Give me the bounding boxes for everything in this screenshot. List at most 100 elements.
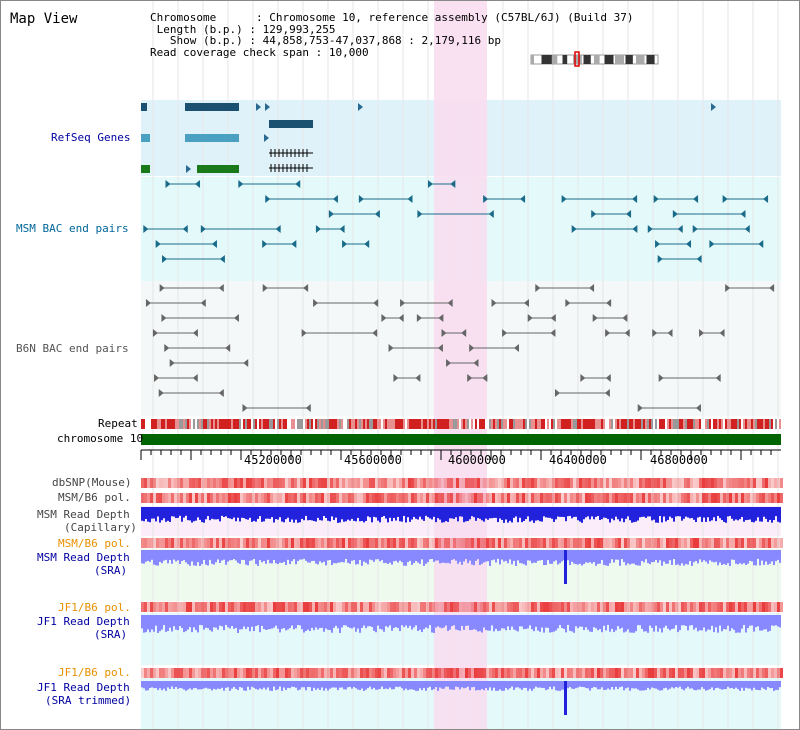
repeat-feature [269, 419, 271, 429]
ideogram-band [552, 55, 558, 64]
jf1-pol-cell [240, 668, 243, 678]
jf1-depth-bar [669, 615, 671, 631]
track-label-msm-bac[interactable]: MSM BAC end pairs [16, 222, 129, 235]
msm-sra-depth-bar [641, 550, 643, 562]
jf1-trim-depth-bar [603, 681, 605, 690]
jf1-trim-depth-bar [671, 681, 673, 688]
jf1-trim-depth-bar [151, 681, 153, 688]
jf1-depth-bar [563, 615, 565, 629]
jf1-trim-depth-bar [481, 681, 483, 689]
jf1-pol-cell [246, 602, 249, 612]
msm-pol-cell [741, 493, 744, 503]
msm-sra-depth-bar [367, 550, 369, 565]
dbsnp-cell [285, 478, 288, 488]
jf1-pol-cell [558, 668, 561, 678]
dbsnp-cell [309, 478, 312, 488]
jf1-pol-cell [630, 602, 633, 612]
jf1-trim-depth-bar [243, 681, 245, 691]
jf1-depth-bar [499, 615, 501, 631]
b6n-bac-pair-end [469, 344, 475, 352]
show-value: 44,858,753-47,037,868 : 2,179,116 bp [262, 34, 502, 47]
msm-bac-pair-end [200, 225, 206, 233]
jf1-pol-cell [264, 668, 267, 678]
msm-pol-cell [651, 538, 654, 548]
track-label-b6n-bac[interactable]: B6N BAC end pairs [16, 342, 129, 355]
repeat-feature [373, 419, 375, 429]
jf1-pol-cell [162, 602, 165, 612]
msm-pol-cell [738, 493, 741, 503]
jf1-pol-cell [597, 602, 600, 612]
jf1-pol-cell [459, 602, 462, 612]
dbsnp-cell [186, 478, 189, 488]
msm-pol-cell [498, 538, 501, 548]
jf1-trim-depth-bar [221, 681, 223, 688]
jf1-trim-depth-bar [439, 681, 441, 688]
jf1-pol-cell [753, 668, 756, 678]
dbsnp-cell [375, 478, 378, 488]
jf1-depth-bar [491, 615, 493, 626]
repeat-feature [427, 419, 429, 429]
show-label: Show (b.p.) [169, 34, 243, 47]
repeat-feature [671, 419, 673, 429]
msm-depth-bar [589, 507, 591, 520]
repeat-feature [505, 419, 507, 429]
dbsnp-cell [612, 478, 615, 488]
msm-sra-depth-bar [313, 550, 315, 561]
msm-sra-depth-bar [265, 550, 267, 564]
jf1-depth-bar [157, 615, 159, 633]
msm-depth-bar [519, 507, 521, 518]
track-label-refseq-genes[interactable]: RefSeq Genes [51, 131, 131, 144]
b6n-bac-pair-end [550, 329, 556, 337]
repeat-feature [439, 419, 441, 429]
jf1-trim-depth-bar [395, 681, 397, 687]
jf1-pol-cell [330, 602, 333, 612]
msm-depth-bar [625, 507, 627, 519]
msm-pol-cell [198, 538, 201, 548]
dbsnp-cell [477, 478, 480, 488]
jf1-pol-cell [654, 602, 657, 612]
msm-pol-cell [606, 538, 609, 548]
msm-pol-cell [333, 493, 336, 503]
jf1-pol-cell [633, 668, 636, 678]
jf1-pol-cell [627, 668, 630, 678]
msm-depth-bar [297, 507, 299, 523]
jf1-depth-bar [743, 615, 745, 625]
jf1-depth-bar [383, 615, 385, 632]
msm-pol-cell [204, 493, 207, 503]
msm-sra-depth-bar [425, 550, 427, 564]
msm-pol-cell [675, 538, 678, 548]
jf1-depth-bar [239, 615, 241, 630]
jf1-pol-cell [417, 602, 420, 612]
jf1-depth-bar [163, 615, 165, 626]
jf1-pol-cell [492, 668, 495, 678]
msm-depth-bar [145, 507, 147, 519]
jf1-trim-depth-bar [269, 681, 271, 691]
msm-sra-depth-bar [777, 550, 779, 560]
msm-pol-cell [615, 493, 618, 503]
msm-depth-bar [309, 507, 311, 521]
msm-pol-cell [450, 493, 453, 503]
repeat-feature [601, 419, 603, 429]
jf1-depth-bar [537, 615, 539, 631]
msm-sra-depth-bar [651, 550, 653, 563]
msm-depth-bar [373, 507, 375, 517]
msm-pol-cell [687, 538, 690, 548]
jf1-depth-bar [259, 615, 261, 633]
jf1-trim-depth-bar [759, 681, 761, 691]
msm-pol-cell [534, 538, 537, 548]
repeat-feature [645, 419, 647, 429]
dbsnp-cell [525, 478, 528, 488]
msm-depth-bar [323, 507, 325, 517]
msm-depth-bar [161, 507, 163, 521]
msm-sra-depth-bar [725, 550, 727, 565]
jf1-depth-bar [451, 615, 453, 627]
jf1-depth-bar [591, 615, 593, 632]
msm-sra-depth-bar [441, 550, 443, 563]
msm-pol-cell [603, 493, 606, 503]
msm-depth-bar [753, 507, 755, 523]
msm-bac-pair-end [265, 195, 271, 203]
repeat-feature [705, 419, 707, 429]
jf1-depth-bar [483, 615, 485, 628]
jf1-trim-depth-bar [167, 681, 169, 688]
msm-depth-bar [341, 507, 343, 520]
